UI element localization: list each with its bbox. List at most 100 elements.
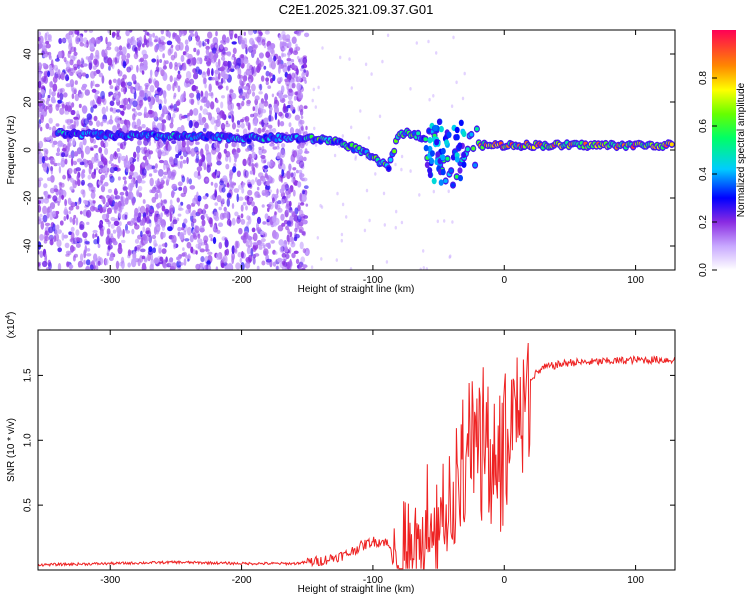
noise-speckle <box>75 205 80 210</box>
burst-mark <box>454 126 460 134</box>
noise-speckle <box>252 30 258 35</box>
noise-speckle <box>154 243 158 247</box>
noise-speckle <box>214 119 219 124</box>
noise-speckle <box>56 229 62 235</box>
noise-speckle <box>263 123 269 128</box>
ridge-mark <box>392 149 397 154</box>
noise-speckle <box>39 234 45 241</box>
noise-speckle <box>64 242 70 249</box>
noise-speckle <box>122 176 127 181</box>
noise-speckle <box>79 253 84 262</box>
noise-speckle <box>90 106 94 113</box>
noise-speckle <box>284 247 289 253</box>
noise-speckle <box>82 83 88 88</box>
noise-speckle <box>83 249 87 258</box>
noise-speckle <box>286 220 292 227</box>
noise-speckle <box>139 205 146 214</box>
noise-speckle <box>256 186 260 191</box>
noise-speckle <box>141 262 147 270</box>
noise-speckle <box>196 92 201 101</box>
noise-speckle <box>111 237 116 242</box>
noise-speckle <box>115 109 121 113</box>
noise-speckle <box>168 31 171 39</box>
noise-speckle <box>95 265 99 270</box>
noise-speckle <box>50 237 54 246</box>
noise-speckle <box>187 226 192 236</box>
noise-speckle <box>106 194 110 199</box>
noise-speckle <box>152 32 156 38</box>
noise-speckle <box>79 224 85 231</box>
noise-speckle <box>287 228 290 235</box>
noise-speckle <box>284 240 287 245</box>
noise-speckle <box>299 67 305 72</box>
noise-speckle <box>282 41 287 47</box>
noise-speckle <box>56 162 61 166</box>
noise-speckle <box>75 229 80 237</box>
spectrogram-y-axis: -40 -20 0 20 40 <box>23 48 675 253</box>
noise-speckle <box>132 89 135 94</box>
noise-speckle <box>277 200 282 205</box>
noise-speckle <box>44 32 48 42</box>
noise-speckle <box>277 207 283 213</box>
noise-speckle <box>231 181 235 189</box>
noise-speckle <box>169 122 174 129</box>
noise-speckle <box>150 95 154 104</box>
noise-speckle <box>155 66 160 73</box>
noise-speckle <box>231 142 235 147</box>
noise-speckle <box>38 31 42 37</box>
noise-speckle <box>374 172 377 176</box>
noise-speckle <box>302 57 308 65</box>
noise-speckle <box>290 210 294 214</box>
noise-speckle <box>159 142 165 147</box>
noise-speckle <box>267 124 273 129</box>
noise-speckle <box>251 44 257 52</box>
noise-speckle <box>204 83 207 89</box>
noise-speckle <box>204 122 209 129</box>
noise-speckle <box>240 54 245 59</box>
noise-speckle <box>270 162 275 167</box>
noise-speckle <box>220 101 224 109</box>
noise-speckle <box>198 112 202 122</box>
noise-speckle <box>170 44 174 48</box>
noise-speckle <box>231 217 236 226</box>
noise-speckle <box>131 40 138 47</box>
noise-speckle <box>432 189 435 194</box>
noise-speckle <box>272 74 276 82</box>
noise-speckle <box>52 75 58 84</box>
noise-speckle <box>105 36 108 45</box>
noise-speckle <box>189 32 195 37</box>
noise-speckle <box>227 262 233 270</box>
noise-speckle <box>281 252 287 258</box>
noise-speckle <box>261 260 266 266</box>
noise-speckle <box>109 256 114 262</box>
noise-speckle <box>221 187 226 193</box>
noise-speckle <box>69 238 73 242</box>
noise-speckle <box>394 162 397 167</box>
burst-mark <box>429 150 435 157</box>
noise-speckle <box>251 151 256 159</box>
noise-speckle <box>267 215 271 221</box>
noise-speckle <box>299 226 304 233</box>
noise-speckle <box>38 40 42 50</box>
noise-speckle <box>280 149 286 158</box>
noise-speckle <box>145 159 149 166</box>
noise-speckle <box>153 39 158 43</box>
noise-speckle <box>41 76 47 83</box>
noise-speckle <box>86 113 93 120</box>
noise-speckle <box>264 30 270 35</box>
noise-speckle <box>234 33 238 39</box>
noise-speckle <box>142 63 148 71</box>
noise-speckle <box>71 93 75 100</box>
noise-speckle <box>224 142 229 149</box>
noise-speckle <box>225 163 230 170</box>
noise-speckle <box>292 189 296 197</box>
noise-speckle <box>140 248 146 253</box>
noise-speckle <box>177 213 182 217</box>
noise-speckle <box>340 232 344 237</box>
noise-speckle <box>252 245 257 252</box>
noise-speckle <box>89 162 94 170</box>
noise-speckle <box>51 143 55 148</box>
noise-speckle <box>186 204 192 210</box>
noise-speckle <box>177 85 181 93</box>
noise-speckle <box>106 252 110 257</box>
